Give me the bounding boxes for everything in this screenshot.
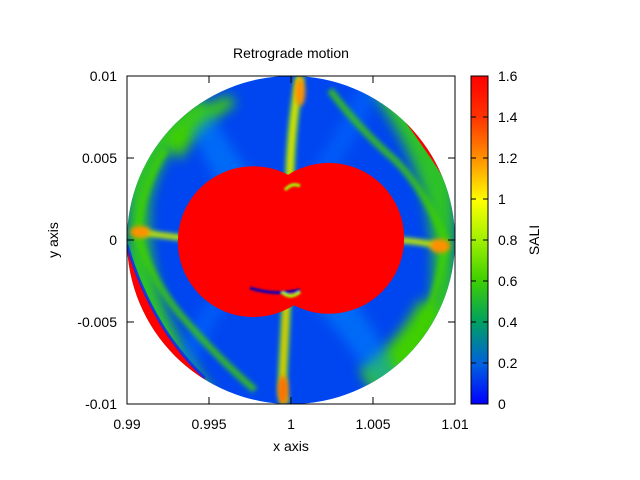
chart-title: Retrograde motion	[233, 45, 349, 61]
colorbar-tick-label: 1.2	[498, 150, 518, 166]
colorbar-tick-label: 1	[498, 191, 506, 207]
central-lobe-right	[253, 162, 405, 314]
y-tick-label: -0.005	[77, 314, 117, 330]
x-tick-label: 0.99	[113, 416, 140, 432]
y-axis: -0.01 -0.005 0 0.005 0.01	[77, 68, 455, 412]
colorbar-tick-label: 0.6	[498, 273, 518, 289]
colorbar-tick-label: 0	[498, 396, 506, 412]
x-tick-label: 1.005	[355, 416, 390, 432]
x-axis: 0.99 0.995 1 1.005 1.01	[113, 76, 469, 432]
x-tick-label: 0.995	[191, 416, 226, 432]
x-tick-label: 1	[287, 416, 295, 432]
colorbar-tick-label: 0.8	[498, 232, 518, 248]
colorbar-tick-label: 1.6	[498, 68, 518, 84]
colorbar-tick-label: 0.4	[498, 314, 518, 330]
colorbar-label: SALI	[526, 225, 542, 255]
sali-map	[127, 76, 455, 404]
y-tick-label: 0	[109, 232, 117, 248]
colorbar-axis: 0 0.2 0.4 0.6 0.8 1 1.2 1.4 1.6	[471, 68, 518, 412]
x-axis-label: x axis	[273, 438, 309, 454]
colorbar-tick-label: 0.2	[498, 355, 518, 371]
x-tick-label: 1.01	[441, 416, 468, 432]
y-tick-label: 0.005	[82, 150, 117, 166]
y-tick-label: 0.01	[90, 68, 117, 84]
colorbar-tick-label: 1.4	[498, 109, 518, 125]
y-axis-label: y axis	[45, 222, 61, 258]
y-tick-label: -0.01	[85, 396, 117, 412]
